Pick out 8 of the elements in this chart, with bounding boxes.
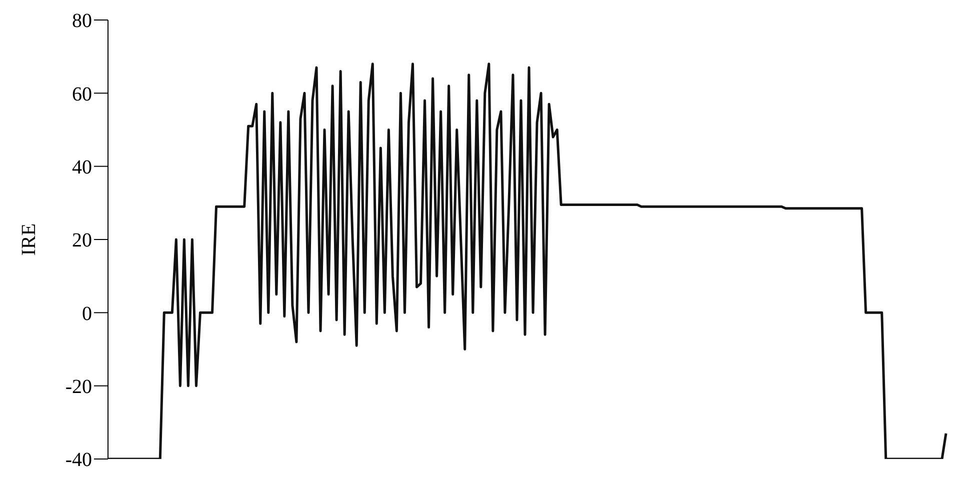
y-tick-label: -20 — [65, 376, 92, 398]
y-tick-label: 60 — [72, 83, 92, 106]
y-tick-label: 0 — [82, 302, 92, 325]
y-tick-label: -40 — [65, 449, 92, 472]
y-axis-title: IRE — [18, 223, 40, 256]
y-tick-label: 80 — [72, 10, 92, 32]
y-tick-label: 40 — [72, 156, 92, 178]
y-tick-label: 20 — [72, 230, 92, 252]
